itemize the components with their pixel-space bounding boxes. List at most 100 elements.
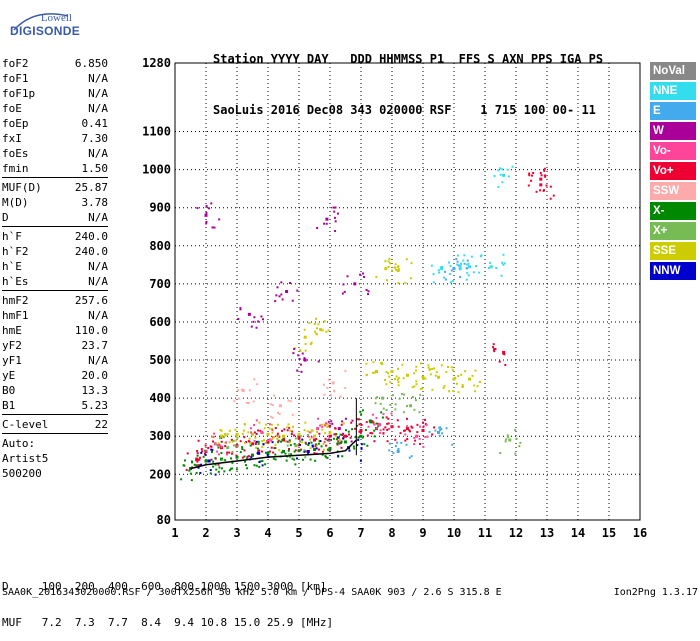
- param-value: 3.78: [81, 196, 109, 209]
- data-point: [400, 393, 403, 396]
- data-point: [218, 437, 221, 440]
- data-point: [408, 456, 411, 459]
- data-point: [325, 222, 328, 225]
- data-point: [252, 400, 255, 403]
- data-point: [353, 447, 356, 450]
- data-point: [352, 445, 355, 448]
- data-point: [299, 440, 302, 443]
- data-point: [388, 449, 391, 452]
- data-point: [542, 189, 545, 192]
- header-line-2: SaoLuis 2016 Dec08 343 020000 RSF 1 715 …: [213, 103, 596, 117]
- data-point: [268, 427, 271, 430]
- data-point: [535, 190, 538, 193]
- data-point: [243, 423, 246, 426]
- data-point: [378, 423, 382, 427]
- data-point: [457, 264, 460, 267]
- data-point: [373, 423, 376, 426]
- data-point: [303, 328, 306, 331]
- data-point: [334, 230, 337, 233]
- data-point: [286, 426, 289, 429]
- data-point: [277, 441, 280, 444]
- data-point: [300, 370, 303, 373]
- data-point: [243, 455, 246, 458]
- data-point: [397, 381, 400, 384]
- data-point: [220, 436, 223, 439]
- param-value: N/A: [88, 309, 108, 322]
- data-point: [293, 450, 296, 453]
- data-point: [253, 431, 256, 434]
- data-point: [231, 452, 234, 455]
- data-point: [325, 217, 329, 221]
- data-point: [318, 432, 321, 435]
- data-point: [448, 273, 451, 276]
- data-point: [433, 426, 436, 429]
- data-point: [406, 438, 409, 441]
- data-point: [375, 427, 378, 430]
- data-point: [324, 455, 327, 458]
- y-tick-label: 900: [149, 201, 171, 215]
- data-point: [356, 444, 359, 447]
- data-point: [286, 429, 289, 432]
- param-key: MUF(D): [2, 181, 42, 194]
- data-point: [321, 425, 324, 428]
- data-point: [234, 428, 237, 431]
- data-point: [306, 430, 309, 433]
- data-point: [442, 386, 445, 389]
- data-point: [419, 393, 422, 396]
- data-point: [207, 207, 210, 210]
- data-point: [303, 357, 306, 360]
- data-point: [315, 437, 318, 440]
- data-point: [357, 438, 360, 441]
- data-point: [288, 439, 291, 442]
- param-value: N/A: [88, 354, 108, 367]
- data-point: [325, 444, 328, 447]
- data-point: [414, 369, 417, 372]
- data-point: [303, 358, 307, 362]
- data-point: [286, 440, 289, 443]
- data-point: [248, 455, 251, 458]
- data-point: [371, 420, 374, 423]
- data-point: [230, 457, 233, 460]
- data-point: [449, 265, 452, 268]
- data-point: [502, 263, 505, 266]
- data-point: [440, 364, 443, 367]
- data-point: [421, 375, 425, 379]
- data-point: [230, 467, 233, 470]
- data-point: [382, 413, 385, 416]
- data-point: [326, 439, 329, 442]
- data-point: [410, 262, 413, 265]
- param-row: hmF2 257.6: [2, 293, 108, 308]
- y-tick-label: 300: [149, 429, 171, 443]
- data-point: [303, 335, 307, 339]
- data-point: [375, 422, 378, 425]
- data-point: [374, 397, 377, 400]
- param-key: foE: [2, 102, 22, 115]
- param-value: N/A: [88, 260, 108, 273]
- data-point: [478, 380, 481, 383]
- data-point: [255, 440, 258, 443]
- data-point: [372, 371, 375, 374]
- data-point: [366, 444, 369, 447]
- data-point: [205, 221, 208, 224]
- data-point: [278, 435, 281, 438]
- data-point: [318, 448, 321, 451]
- data-point: [249, 427, 252, 430]
- data-point: [519, 441, 522, 444]
- data-point: [394, 408, 397, 411]
- param-value: 5.23: [81, 399, 109, 412]
- data-point: [501, 261, 504, 264]
- data-point: [439, 429, 442, 432]
- data-point: [292, 352, 295, 355]
- data-point: [346, 275, 349, 278]
- data-point: [356, 424, 359, 427]
- data-point: [403, 393, 406, 396]
- data-point: [241, 456, 244, 459]
- data-point: [410, 425, 413, 428]
- data-point: [241, 446, 244, 449]
- data-point: [340, 423, 343, 426]
- data-point: [250, 325, 253, 328]
- data-point: [291, 299, 294, 302]
- param-key: foF2: [2, 57, 29, 70]
- data-point: [418, 411, 421, 414]
- data-point: [375, 369, 378, 373]
